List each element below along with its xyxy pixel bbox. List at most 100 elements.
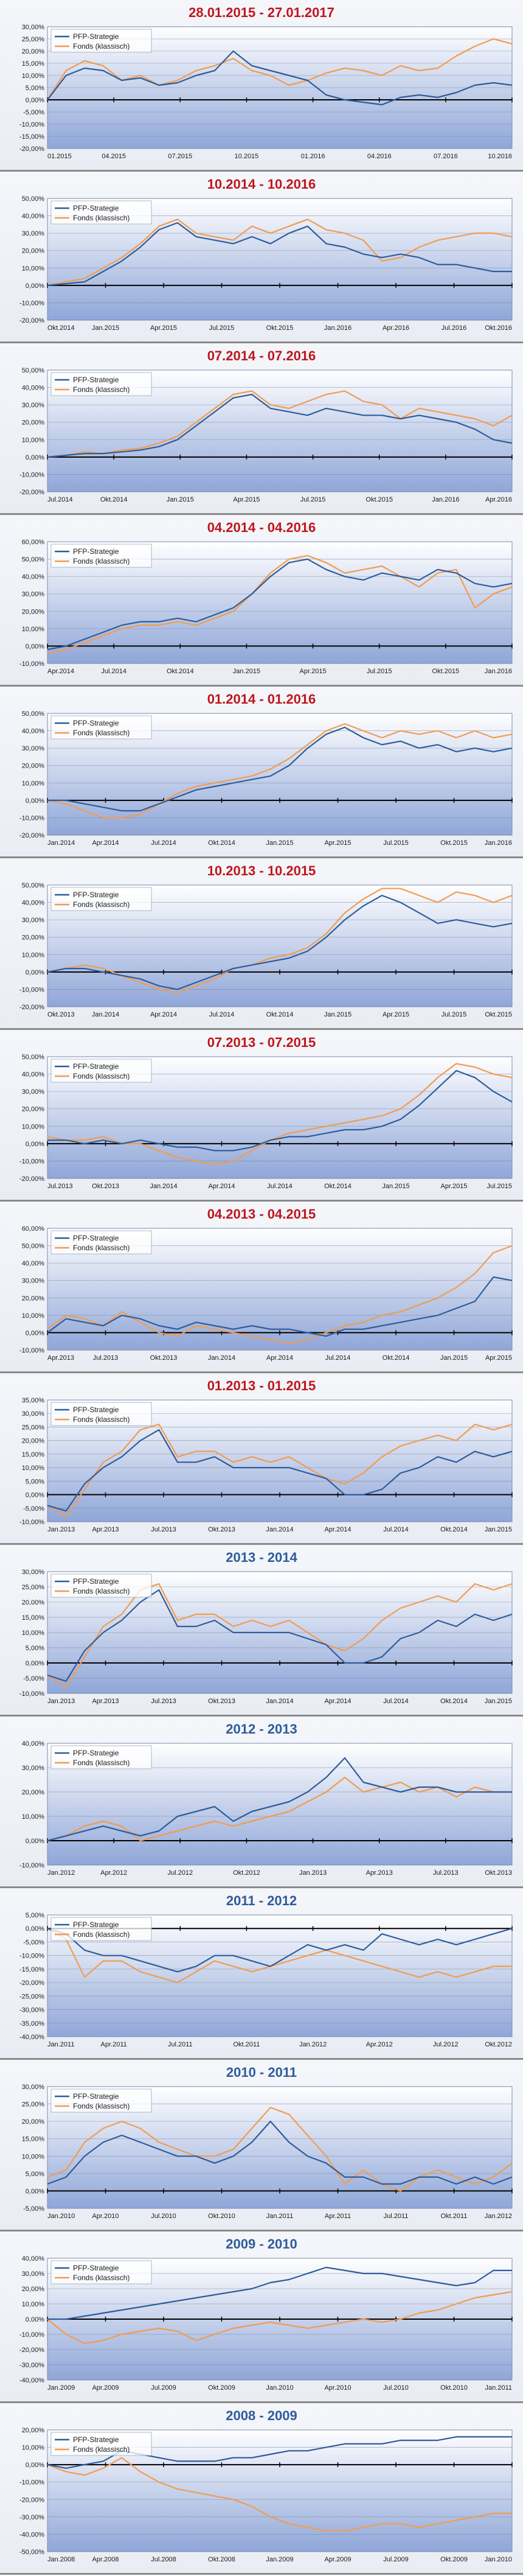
x-tick-label: Apr.2011 — [101, 2041, 127, 2048]
x-tick-label: Okt.2015 — [266, 324, 294, 332]
x-tick-label: Apr.2015 — [300, 668, 327, 675]
y-tick-label: -10,00% — [19, 814, 44, 822]
y-tick-label: -10,00% — [19, 2479, 44, 2487]
y-tick-label: -10,00% — [19, 121, 44, 128]
y-tick-label: 10,00% — [22, 951, 45, 959]
series-line-pfp-strategie — [47, 558, 513, 651]
x-tick-label: Jan.2011 — [47, 2041, 74, 2048]
y-tick-label: 40,00% — [22, 900, 45, 907]
y-tick-label: 50,00% — [22, 195, 45, 203]
y-tick-label: 10,00% — [22, 1813, 45, 1821]
line-chart: 5,00% 0,00% -5,00% -10,00% -15,00% -20,00% -25… — [19, 1912, 513, 2048]
x-tick-label: Okt.2014 — [47, 324, 75, 332]
legend-label: Fonds (klassisch) — [73, 900, 130, 909]
y-tick-label: 10,00% — [22, 1465, 45, 1472]
x-tick-label: Jul.2013 — [151, 1526, 176, 1533]
y-tick-label: 20,00% — [22, 1599, 45, 1606]
series-line-pfp-strategie — [47, 222, 512, 286]
y-tick-label: -10,00% — [19, 2331, 44, 2339]
y-tick-label: 20,00% — [22, 608, 45, 615]
legend-label: PFP-Strategie — [73, 32, 119, 41]
y-tick-label: 50,00% — [22, 367, 45, 374]
y-tick-label: 20,00% — [22, 2286, 45, 2293]
x-tick-label: Okt.2013 — [92, 1183, 119, 1190]
line-chart: 30,00% 25,00% 20,00% 15,00% 10,00% 5,00% 0,00%… — [19, 1569, 513, 1705]
y-tick-label: -10,00% — [19, 1862, 44, 1869]
chart-panel: 28.01.2015 - 27.01.2017 30,00% 25,00% 20,00… — [0, 0, 523, 172]
y-tick-label: 20,00% — [22, 48, 45, 55]
y-tick-label: 10,00% — [22, 1123, 45, 1130]
x-tick-label: Okt.2010 — [440, 2384, 468, 2392]
chart-title: 2013 - 2014 — [226, 1550, 297, 1565]
legend-label: PFP-Strategie — [73, 1234, 119, 1242]
y-tick-label: 0,00% — [26, 969, 44, 976]
x-tick-label: Apr.2012 — [100, 1869, 127, 1877]
x-tick-label: Jul.2014 — [267, 1183, 293, 1190]
y-tick-label: 15,00% — [22, 1614, 45, 1622]
x-tick-label: Okt.2014 — [324, 1183, 352, 1190]
x-tick-label: Jan.2010 — [266, 2384, 293, 2392]
legend-label: PFP-Strategie — [73, 1749, 119, 1757]
x-tick-label: Jan.2011 — [266, 2213, 293, 2220]
x-tick-label: Jan.2013 — [299, 1869, 327, 1877]
legend-label: PFP-Strategie — [73, 204, 119, 212]
x-tick-label: Jul.2014 — [209, 1011, 235, 1018]
x-tick-label: 07.2016 — [434, 153, 458, 160]
y-tick-label: 25,00% — [22, 1584, 45, 1591]
y-tick-label: 0,00% — [26, 1141, 44, 1148]
x-tick-label: Okt.2009 — [208, 2384, 235, 2392]
x-tick-label: Apr.2013 — [92, 1526, 119, 1533]
y-tick-label: 40,00% — [22, 573, 45, 581]
y-tick-label: -50,00% — [19, 2549, 44, 2556]
y-tick-label: -20,00% — [19, 489, 44, 496]
x-tick-label: Jul.2014 — [383, 1698, 409, 1705]
series-line-pfp-strategie — [47, 1429, 513, 1512]
chart-panel: 2009 - 2010 40,00% 30,00% 20,00% 10,00% 0,00%… — [0, 2231, 523, 2403]
legend-label: PFP-Strategie — [73, 376, 119, 384]
x-tick-label: Jan.2015 — [485, 1526, 512, 1533]
y-tick-label: 0,00% — [26, 1925, 44, 1933]
legend-label: PFP-Strategie — [73, 1405, 119, 1414]
y-tick-label: 0,00% — [26, 454, 44, 461]
x-tick-label: Apr.2013 — [366, 1869, 393, 1877]
x-tick-label: Okt.2010 — [208, 2213, 235, 2220]
y-tick-label: -20,00% — [19, 1979, 44, 1987]
x-tick-label: Apr.2009 — [324, 2556, 351, 2563]
y-tick-label: 20,00% — [22, 2118, 45, 2126]
y-tick-label: 40,00% — [22, 2255, 45, 2263]
y-tick-label: 10,00% — [22, 265, 45, 272]
x-tick-label: Okt.2011 — [234, 2041, 260, 2048]
series-line-pfp-strategie — [47, 393, 513, 458]
x-tick-label: Okt.2014 — [383, 1354, 410, 1362]
legend-label: Fonds (klassisch) — [73, 42, 130, 51]
y-tick-label: 40,00% — [22, 1071, 45, 1079]
legend-label: Fonds (klassisch) — [73, 214, 130, 222]
x-tick-label: Okt.2016 — [485, 324, 512, 332]
y-tick-label: -5,00% — [23, 2205, 44, 2213]
y-tick-label: 10,00% — [22, 436, 45, 444]
x-tick-label: Jan.2015 — [92, 324, 119, 332]
x-tick-label: Jul.2015 — [383, 839, 409, 847]
y-tick-label: 50,00% — [22, 1243, 45, 1250]
legend-label: Fonds (klassisch) — [73, 1415, 130, 1424]
x-tick-label: Okt.2014 — [440, 1526, 468, 1533]
y-tick-label: 30,00% — [22, 2084, 45, 2091]
legend: PFP-Strategie Fonds (klassisch) — [50, 200, 152, 225]
y-tick-label: 40,00% — [22, 728, 45, 735]
x-tick-label: Apr.2015 — [383, 1011, 409, 1018]
y-tick-label: -5,00% — [23, 1505, 44, 1513]
y-tick-label: 20,00% — [22, 1106, 45, 1113]
legend-label: Fonds (klassisch) — [73, 2102, 130, 2110]
series-line-fonds-klassisch — [47, 2107, 513, 2192]
line-chart: 50,00% 40,00% 30,00% 20,00% 10,00% 0,00% -10,0… — [19, 1054, 513, 1190]
legend-label: Fonds (klassisch) — [73, 1930, 130, 1939]
series-line-pfp-strategie — [47, 1069, 513, 1152]
series-line-fonds-klassisch — [47, 1776, 512, 1842]
y-tick-label: 50,00% — [22, 1054, 45, 1061]
y-tick-label: 0,00% — [26, 797, 44, 805]
